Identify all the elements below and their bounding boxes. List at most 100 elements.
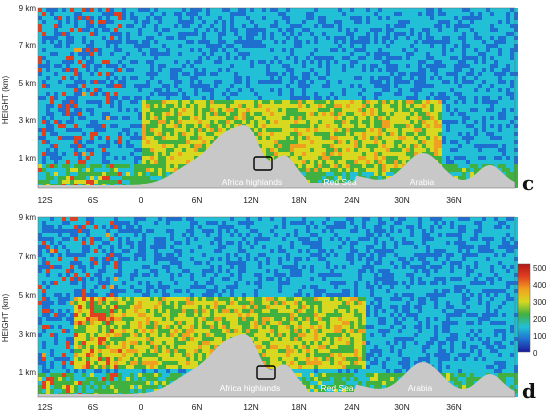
heatmap-cell (462, 96, 466, 100)
heatmap-cell (50, 96, 54, 100)
heatmap-cell (118, 52, 122, 56)
heatmap-cell (198, 120, 202, 124)
heatmap-cell (258, 104, 262, 108)
heatmap-cell (462, 136, 466, 140)
heatmap-cell (42, 144, 46, 148)
heatmap-cell (478, 56, 482, 60)
heatmap-cell (474, 140, 478, 144)
heatmap-cell (318, 104, 322, 108)
heatmap-cell (366, 16, 370, 20)
heatmap-cell (146, 8, 150, 12)
heatmap-cell (150, 32, 154, 36)
y-tick-label: 1 km (19, 154, 37, 163)
heatmap-cell (118, 16, 122, 20)
heatmap-cell (166, 104, 170, 108)
heatmap-cell (454, 140, 458, 144)
heatmap-cell (310, 32, 314, 36)
heatmap-cell (454, 60, 458, 64)
heatmap-cell (218, 36, 222, 40)
heatmap-cell (306, 12, 310, 16)
heatmap-cell (430, 92, 434, 96)
heatmap-cell (102, 140, 106, 144)
heatmap-cell (374, 172, 378, 176)
heatmap-cell (266, 140, 270, 144)
heatmap-cell (86, 44, 90, 48)
heatmap-cell (70, 176, 74, 180)
heatmap-cell (190, 52, 194, 56)
heatmap-cell (102, 52, 106, 56)
heatmap-cell (318, 144, 322, 148)
heatmap-cell (250, 120, 254, 124)
heatmap-cell (110, 108, 114, 112)
heatmap-cell (290, 116, 294, 120)
heatmap-cell (98, 144, 102, 148)
heatmap-cell (406, 124, 410, 128)
heatmap-cell (242, 80, 246, 84)
heatmap-cell (154, 36, 158, 40)
heatmap-cell (270, 8, 274, 12)
heatmap-cell (66, 148, 70, 152)
heatmap-cell (426, 128, 430, 132)
heatmap-cell (294, 92, 298, 96)
heatmap-cell (458, 20, 462, 24)
heatmap-cell (302, 12, 306, 16)
heatmap-cell (342, 104, 346, 108)
heatmap-cell (150, 152, 154, 156)
heatmap-cell (66, 16, 70, 20)
heatmap-cell (94, 84, 98, 88)
heatmap-cell (258, 52, 262, 56)
heatmap-cell (386, 36, 390, 40)
heatmap-cell (314, 100, 318, 104)
heatmap-cell (394, 116, 398, 120)
heatmap-cell (142, 108, 146, 112)
heatmap-cell (318, 152, 322, 156)
heatmap-cell (110, 116, 114, 120)
heatmap-cell (66, 124, 70, 128)
heatmap-cell (198, 64, 202, 68)
heatmap-cell (142, 104, 146, 108)
heatmap-cell (50, 100, 54, 104)
heatmap-cell (174, 72, 178, 76)
heatmap-cell (130, 180, 134, 184)
heatmap-cell (138, 80, 142, 84)
heatmap-cell (162, 64, 166, 68)
heatmap-cell (442, 56, 446, 60)
heatmap-cell (378, 160, 382, 164)
heatmap-cell (186, 104, 190, 108)
heatmap-cell (418, 112, 422, 116)
heatmap-cell (342, 28, 346, 32)
heatmap-cell (242, 16, 246, 20)
heatmap-cell (190, 48, 194, 52)
heatmap-cell (238, 96, 242, 100)
heatmap-cell (462, 36, 466, 40)
heatmap-cell (182, 128, 186, 132)
heatmap-cell (374, 140, 378, 144)
heatmap-cell (102, 128, 106, 132)
heatmap-cell (334, 84, 338, 88)
heatmap-cell (398, 44, 402, 48)
heatmap-cell (82, 176, 86, 180)
heatmap-cell (322, 64, 326, 68)
heatmap-cell (430, 104, 434, 108)
heatmap-cell (470, 100, 474, 104)
heatmap-cell (274, 48, 278, 52)
heatmap-cell (170, 132, 174, 136)
heatmap-cell (242, 28, 246, 32)
heatmap-cell (278, 96, 282, 100)
heatmap-cell (94, 168, 98, 172)
heatmap-cell (466, 28, 470, 32)
heatmap-cell (214, 8, 218, 12)
heatmap-cell (370, 112, 374, 116)
heatmap-cell (454, 128, 458, 132)
heatmap-cell (78, 68, 82, 72)
heatmap-cell (226, 124, 230, 128)
heatmap-cell (42, 48, 46, 52)
heatmap-cell (394, 16, 398, 20)
heatmap-cell (394, 28, 398, 32)
heatmap-cell (410, 100, 414, 104)
heatmap-cell (378, 164, 382, 168)
heatmap-cell (370, 60, 374, 64)
heatmap-cell (98, 136, 102, 140)
heatmap-cell (358, 148, 362, 152)
heatmap-cell (170, 76, 174, 80)
